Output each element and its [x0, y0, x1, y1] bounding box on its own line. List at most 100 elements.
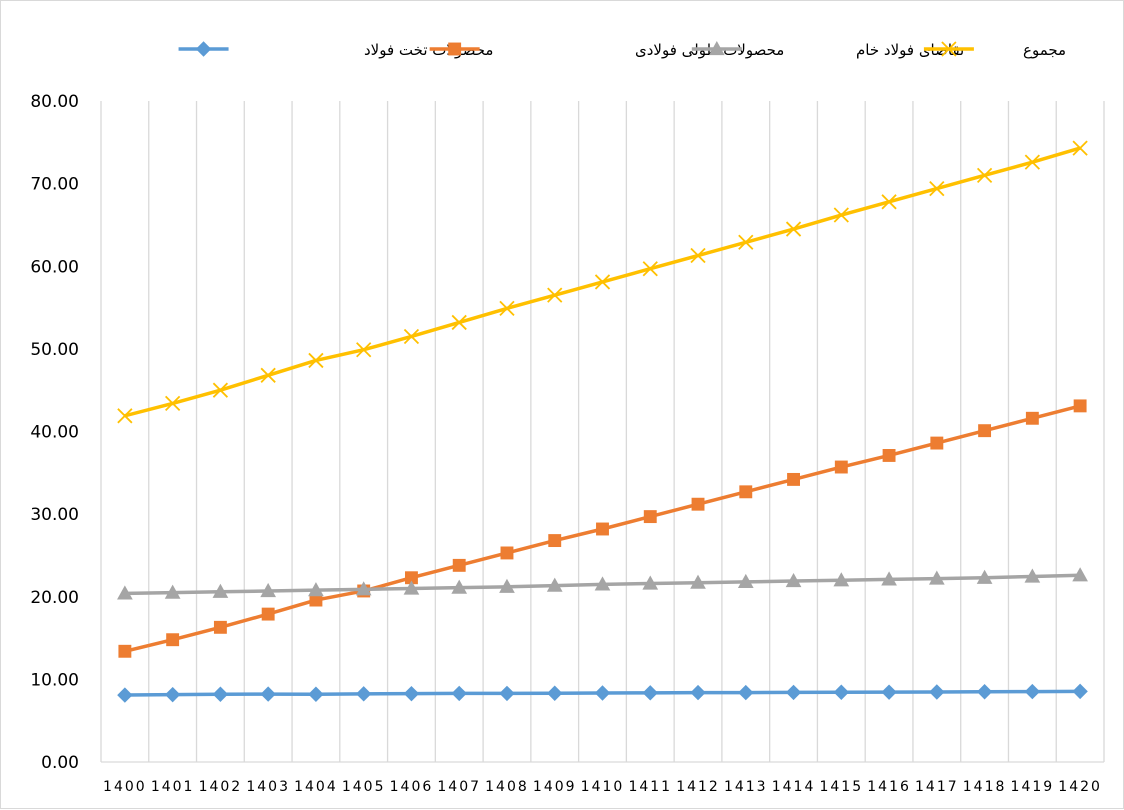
y-tick-label: 40.00 — [30, 423, 79, 443]
point-marker — [499, 685, 515, 702]
point-marker — [1072, 683, 1088, 700]
point-marker — [356, 342, 372, 358]
marker-stroke — [833, 207, 849, 223]
point-marker — [881, 571, 897, 586]
marker-stroke — [547, 287, 563, 303]
point-marker — [596, 522, 609, 536]
marker-stroke — [976, 167, 993, 183]
x-tick-label: 1410 — [581, 779, 625, 795]
point-marker — [785, 573, 802, 588]
point-marker — [548, 534, 562, 548]
marker-stroke — [642, 261, 658, 277]
point-marker — [833, 684, 850, 700]
marker-stroke — [165, 395, 181, 412]
point-marker — [403, 328, 420, 345]
point-marker — [212, 382, 229, 398]
marker-stroke — [356, 342, 372, 358]
x-tick-label: 1415 — [819, 779, 863, 795]
marker-stroke — [117, 408, 133, 424]
y-tick-label: 0.00 — [41, 753, 79, 773]
x-tick-label: 1417 — [915, 779, 959, 795]
marker-stroke — [594, 274, 611, 290]
point-marker — [117, 687, 133, 703]
point-marker — [594, 576, 611, 591]
point-marker — [308, 686, 324, 702]
marker-stroke — [1024, 154, 1040, 170]
point-marker — [881, 194, 897, 210]
x-tick-label: 1405 — [342, 779, 386, 795]
point-marker — [738, 234, 754, 250]
x-tick-label: 1418 — [963, 779, 1007, 795]
grid-lines — [100, 101, 1105, 763]
point-marker — [690, 247, 706, 264]
point-marker — [117, 408, 133, 424]
point-marker — [547, 685, 563, 701]
y-tick-label: 30.00 — [30, 505, 79, 525]
point-marker — [976, 167, 993, 183]
x-tick-label: 1412 — [676, 779, 720, 795]
point-marker — [929, 180, 945, 197]
x-tick-label: 1420 — [1058, 779, 1102, 795]
marker-stroke — [499, 300, 515, 317]
point-marker — [212, 686, 229, 702]
point-marker — [260, 582, 277, 598]
point-marker — [451, 685, 467, 702]
point-marker — [260, 367, 276, 383]
point-marker — [212, 583, 229, 598]
y-tick-label: 70.00 — [30, 175, 79, 195]
marker-stroke — [881, 194, 897, 210]
marker-stroke — [929, 180, 945, 197]
x-tick-label: 1409 — [533, 779, 577, 795]
point-marker — [164, 584, 181, 599]
point-marker — [941, 41, 957, 57]
point-marker — [1025, 411, 1039, 425]
y-tick-label: 60.00 — [30, 257, 79, 277]
point-marker — [500, 546, 514, 560]
point-marker — [499, 300, 515, 317]
marker-stroke — [308, 352, 324, 369]
point-marker — [166, 633, 180, 647]
point-marker — [978, 424, 992, 438]
point-marker — [787, 472, 800, 486]
point-marker — [355, 581, 372, 596]
point-marker — [403, 685, 420, 702]
marker-stroke — [1072, 140, 1088, 156]
point-marker — [785, 221, 802, 237]
point-marker — [737, 573, 754, 588]
x-tick-label: 1413 — [724, 779, 768, 795]
point-marker — [1073, 399, 1087, 413]
x-tick-label: 1407 — [437, 779, 481, 795]
x-tick-label: 1411 — [628, 779, 672, 795]
point-marker — [833, 572, 850, 587]
point-marker — [930, 436, 944, 450]
point-marker — [261, 607, 275, 621]
point-marker — [1024, 154, 1040, 170]
point-marker — [739, 485, 753, 499]
x-tick-label: 1408 — [485, 779, 529, 795]
point-marker — [929, 684, 945, 700]
point-marker — [164, 686, 181, 703]
marker-stroke — [260, 367, 276, 383]
point-marker — [976, 569, 993, 584]
point-marker — [594, 685, 611, 701]
x-tick-label: 1403 — [246, 779, 290, 795]
point-marker — [355, 686, 372, 702]
x-axis-tick-labels: 1400 1401 1402 1403 1404 1405 1406 1407 1408 1409… — [103, 779, 1102, 795]
point-marker — [643, 510, 657, 524]
point-marker — [642, 261, 658, 277]
point-marker — [976, 684, 993, 700]
y-tick-label: 80.00 — [30, 92, 79, 112]
x-tick-label: 1414 — [772, 779, 816, 795]
point-marker — [834, 460, 848, 474]
point-marker — [117, 585, 133, 600]
x-tick-label: 1400 — [103, 779, 147, 795]
series-group — [117, 140, 1088, 703]
point-marker — [165, 395, 181, 412]
point-marker — [547, 287, 563, 303]
x-tick-label: 1416 — [867, 779, 911, 795]
point-marker — [213, 620, 227, 634]
series-4 — [117, 140, 1088, 424]
marker-stroke — [941, 41, 957, 57]
